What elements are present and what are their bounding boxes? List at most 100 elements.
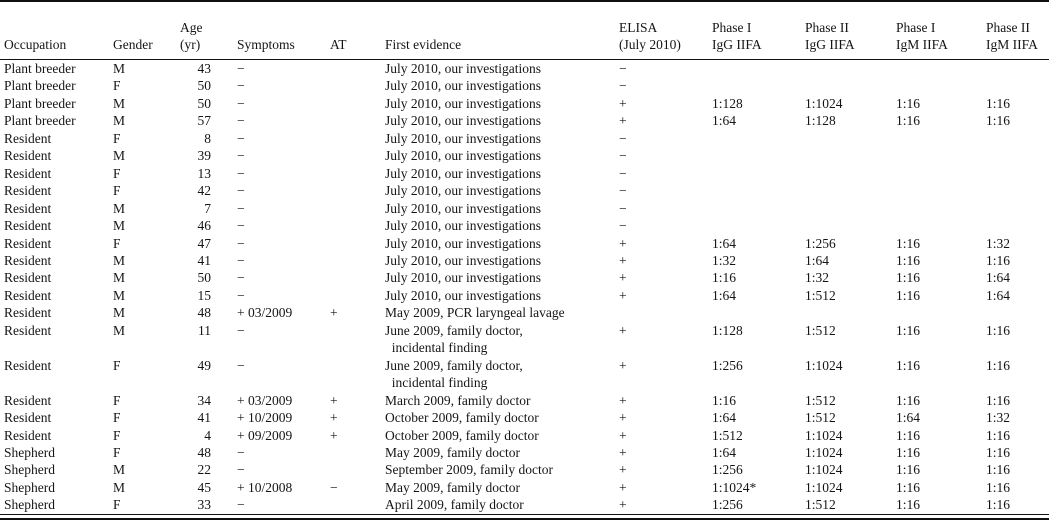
cell-first-evidence: May 2009, family doctor	[385, 444, 520, 460]
cell-occupation: Plant breeder	[4, 61, 76, 76]
cell-symptoms: −	[237, 497, 245, 513]
cell-symptoms: −	[237, 148, 245, 164]
cell-phase2-igg-iifa: 1:512	[805, 410, 836, 426]
cell-symptoms: + 03/2009	[237, 305, 293, 321]
table-row: Plant breeder M 43 − July 2010, our investig…	[0, 60, 1049, 78]
column-header-phase2-igm-iifa: Phase II IgM IIFA	[986, 1, 1049, 60]
cell-age: 7	[204, 200, 211, 216]
cell-phase2-igg-iifa: 1:128	[805, 113, 836, 129]
cell-age: 22	[197, 462, 212, 478]
cell-phase1-igm-iifa	[896, 304, 986, 321]
cell-occupation: Plant breeder	[4, 95, 76, 111]
cell-first-evidence: July 2010, our investigations	[385, 287, 541, 303]
cell-symptoms: −	[237, 252, 245, 268]
cell-occupation: Resident	[4, 183, 52, 199]
cell-first-evidence: July 2010, our investigations	[385, 130, 541, 146]
cell-age: 43	[197, 61, 212, 76]
cell-phase1-igm-iifa	[896, 217, 986, 234]
cell-phase1-igg-iifa: 1:16	[712, 392, 737, 408]
cell-phase2-igm-iifa: 1:64	[986, 270, 1011, 286]
cell-phase1-igm-iifa	[896, 147, 986, 164]
cell-age: 50	[197, 95, 212, 111]
cell-phase2-igm-iifa	[986, 304, 1049, 321]
cell-occupation: Resident	[4, 357, 52, 373]
table-row: Resident M 41 − July 2010, our investigation…	[0, 252, 1049, 269]
cell-phase2-igg-iifa: 1:512	[805, 392, 836, 408]
cell-elisa: +	[619, 357, 627, 373]
table-row: Resident M 50 − July 2010, our investigation…	[0, 269, 1049, 286]
cell-phase1-igg-iifa: 1:16	[712, 270, 737, 286]
cell-at: +	[330, 410, 338, 426]
cell-symptoms: −	[237, 218, 245, 234]
cell-occupation: Resident	[4, 252, 52, 268]
cell-phase1-igg-iifa	[712, 182, 805, 199]
cell-first-evidence: May 2009, family doctor	[385, 479, 520, 495]
cell-phase2-igg-iifa	[805, 60, 896, 78]
cell-gender: M	[113, 95, 126, 111]
cell-gender: M	[113, 113, 126, 129]
cell-first-evidence: July 2010, our investigations	[385, 183, 541, 199]
cell-phase2-igm-iifa	[986, 165, 1049, 182]
cell-symptoms: −	[237, 200, 245, 216]
cell-phase1-igm-iifa: 1:16	[896, 357, 921, 373]
cell-first-evidence: July 2010, our investigations	[385, 165, 541, 181]
cell-first-evidence: March 2009, family doctor	[385, 392, 531, 408]
cell-gender: M	[113, 218, 126, 234]
cell-phase2-igm-iifa: 1:16	[986, 357, 1011, 373]
cell-age: 41	[197, 252, 212, 268]
cell-phase1-igm-iifa: 1:16	[896, 427, 921, 443]
cell-phase2-igm-iifa: 1:32	[986, 410, 1011, 426]
cell-phase2-igm-iifa	[986, 147, 1049, 164]
cell-elisa: −	[619, 218, 627, 234]
cell-first-evidence: June 2009, family doctor, incidental fin…	[385, 357, 523, 391]
cell-phase1-igg-iifa	[712, 77, 805, 94]
cell-age: 46	[197, 218, 212, 234]
cell-phase2-igg-iifa: 1:256	[805, 235, 836, 251]
cell-occupation: Resident	[4, 427, 52, 443]
cell-phase2-igg-iifa	[805, 200, 896, 217]
cell-at	[330, 287, 385, 304]
cell-at: −	[330, 479, 338, 495]
bottom-double-rule	[0, 513, 1049, 520]
cell-symptoms: −	[237, 444, 245, 460]
cell-occupation: Resident	[4, 392, 52, 408]
cell-phase2-igg-iifa: 1:512	[805, 497, 836, 513]
cell-occupation: Resident	[4, 322, 52, 338]
cell-symptoms: −	[237, 287, 245, 303]
cell-phase1-igm-iifa: 1:16	[896, 113, 921, 129]
cell-elisa: +	[619, 410, 627, 426]
cell-symptoms: −	[237, 113, 245, 129]
cell-first-evidence: July 2010, our investigations	[385, 95, 541, 111]
cell-symptoms: −	[237, 130, 245, 146]
cell-age: 45	[197, 479, 212, 495]
cell-at	[330, 95, 385, 112]
cell-first-evidence: July 2010, our investigations	[385, 235, 541, 251]
cell-phase1-igg-iifa: 1:64	[712, 235, 737, 251]
cell-elisa: +	[619, 497, 627, 513]
cell-gender: F	[113, 427, 121, 443]
cell-phase1-igm-iifa: 1:16	[896, 287, 921, 303]
cell-symptoms: −	[237, 183, 245, 199]
cell-gender: M	[113, 148, 126, 164]
cell-age: 57	[197, 113, 212, 129]
cell-at: +	[330, 392, 338, 408]
cell-phase2-igg-iifa: 1:1024	[805, 95, 843, 111]
cell-phase1-igg-iifa: 1:256	[712, 357, 743, 373]
cell-phase2-igm-iifa	[986, 60, 1049, 78]
cell-symptoms: −	[237, 462, 245, 478]
table-row: Shepherd M 45 + 10/2008 − May 2009, family do…	[0, 479, 1049, 496]
cell-phase2-igg-iifa	[805, 304, 896, 321]
cell-phase2-igm-iifa: 1:16	[986, 427, 1011, 443]
cell-gender: F	[113, 357, 121, 373]
cell-occupation: Shepherd	[4, 444, 55, 460]
cell-phase2-igm-iifa: 1:16	[986, 322, 1011, 338]
cell-age: 15	[197, 287, 212, 303]
column-header-at: AT	[330, 1, 385, 60]
cell-gender: F	[113, 444, 121, 460]
cell-phase2-igm-iifa: 1:16	[986, 95, 1011, 111]
cell-age: 48	[197, 444, 212, 460]
cell-gender: M	[113, 270, 126, 286]
cell-gender: F	[113, 183, 121, 199]
table-row: Resident F 8 − July 2010, our investigations…	[0, 130, 1049, 147]
